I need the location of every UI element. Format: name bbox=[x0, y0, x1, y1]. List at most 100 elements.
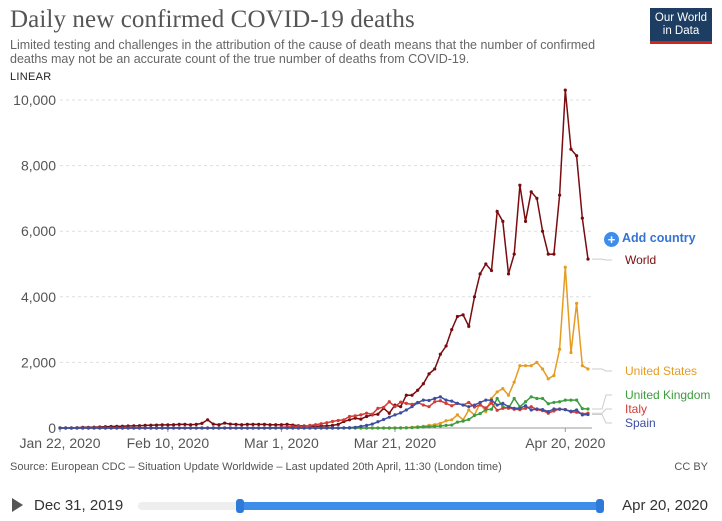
data-point bbox=[387, 411, 391, 415]
data-point bbox=[472, 403, 477, 407]
data-point bbox=[495, 209, 499, 214]
owid-logo[interactable]: Our World in Data bbox=[650, 8, 712, 44]
y-tick-label: 6,000 bbox=[21, 223, 56, 239]
data-point bbox=[137, 424, 142, 428]
data-point bbox=[200, 421, 204, 426]
data-point bbox=[347, 414, 352, 419]
data-point bbox=[382, 417, 386, 422]
data-point bbox=[529, 190, 533, 194]
scale-toggle[interactable]: LINEAR bbox=[10, 71, 52, 83]
data-point bbox=[546, 402, 550, 406]
data-point bbox=[438, 424, 442, 428]
data-point bbox=[177, 422, 181, 426]
data-point bbox=[234, 426, 238, 430]
timeline-end-label: Apr 20, 2020 bbox=[622, 497, 708, 514]
data-point bbox=[546, 377, 550, 381]
data-point bbox=[433, 396, 437, 401]
data-point bbox=[461, 403, 465, 407]
data-point bbox=[478, 272, 482, 276]
add-country-label: Add country bbox=[622, 231, 696, 245]
data-point bbox=[410, 402, 414, 406]
data-point bbox=[563, 88, 567, 92]
data-point bbox=[98, 426, 102, 430]
data-point bbox=[370, 422, 374, 426]
label-connector bbox=[592, 368, 612, 372]
chart-title: Daily new confirmed COVID-19 deaths bbox=[10, 6, 415, 33]
timeline-end-handle[interactable] bbox=[596, 499, 604, 513]
data-point bbox=[433, 400, 437, 404]
data-point bbox=[438, 421, 442, 426]
data-point bbox=[529, 395, 533, 399]
data-point bbox=[506, 405, 511, 409]
data-point bbox=[291, 426, 295, 430]
play-icon[interactable] bbox=[12, 498, 23, 512]
data-point bbox=[296, 426, 301, 430]
data-point bbox=[416, 425, 420, 429]
data-point bbox=[467, 324, 471, 328]
data-point bbox=[563, 265, 567, 269]
data-point bbox=[342, 418, 346, 422]
data-point bbox=[433, 367, 437, 371]
timeline-track[interactable] bbox=[138, 499, 604, 513]
data-point bbox=[529, 364, 533, 368]
data-point bbox=[81, 426, 85, 430]
data-point bbox=[489, 401, 494, 405]
data-point bbox=[444, 344, 448, 348]
data-point bbox=[489, 268, 494, 273]
logo-line-1: Our World bbox=[654, 12, 708, 24]
data-point bbox=[92, 426, 96, 430]
data-point bbox=[336, 422, 340, 426]
data-point bbox=[387, 400, 391, 404]
data-point bbox=[399, 426, 403, 430]
data-point bbox=[455, 420, 460, 424]
data-point bbox=[347, 426, 352, 430]
data-point bbox=[154, 426, 159, 430]
data-point bbox=[444, 423, 448, 427]
data-point bbox=[575, 398, 579, 402]
data-point bbox=[455, 314, 460, 319]
add-country-button[interactable]: + Add country bbox=[604, 231, 696, 247]
x-tick-label: Apr 20, 2020 bbox=[525, 435, 605, 451]
data-point bbox=[535, 360, 539, 364]
data-point bbox=[512, 252, 516, 256]
data-point bbox=[234, 422, 238, 426]
data-point bbox=[546, 252, 550, 256]
data-point bbox=[217, 426, 221, 430]
data-point bbox=[558, 347, 562, 351]
data-point bbox=[364, 426, 369, 430]
data-point bbox=[353, 414, 357, 418]
data-point bbox=[450, 418, 454, 422]
data-point bbox=[228, 426, 232, 430]
data-point bbox=[518, 406, 522, 410]
data-point bbox=[501, 401, 505, 405]
data-point bbox=[467, 408, 471, 412]
data-point bbox=[274, 426, 278, 430]
data-point bbox=[455, 401, 460, 405]
data-point bbox=[523, 364, 528, 368]
data-point bbox=[143, 423, 147, 427]
data-point bbox=[467, 405, 471, 409]
data-point bbox=[512, 396, 516, 401]
data-point bbox=[115, 426, 119, 430]
series-line-world bbox=[60, 90, 589, 429]
data-point bbox=[376, 426, 380, 430]
data-point bbox=[404, 393, 408, 397]
series-lines bbox=[58, 88, 590, 430]
data-point bbox=[558, 193, 562, 197]
data-point bbox=[563, 408, 567, 412]
series-label: Italy bbox=[625, 402, 647, 416]
data-point bbox=[586, 407, 590, 411]
data-point bbox=[540, 229, 545, 233]
data-point bbox=[279, 423, 284, 427]
data-point bbox=[353, 416, 357, 420]
data-point bbox=[126, 426, 130, 430]
data-point bbox=[506, 393, 511, 397]
data-point bbox=[268, 423, 272, 427]
data-point bbox=[540, 367, 545, 371]
data-point bbox=[251, 426, 255, 430]
data-point bbox=[450, 399, 454, 403]
data-point bbox=[427, 372, 431, 376]
timeline-start-handle[interactable] bbox=[235, 499, 244, 513]
data-point bbox=[455, 413, 460, 417]
license-link[interactable]: CC BY bbox=[674, 461, 708, 473]
